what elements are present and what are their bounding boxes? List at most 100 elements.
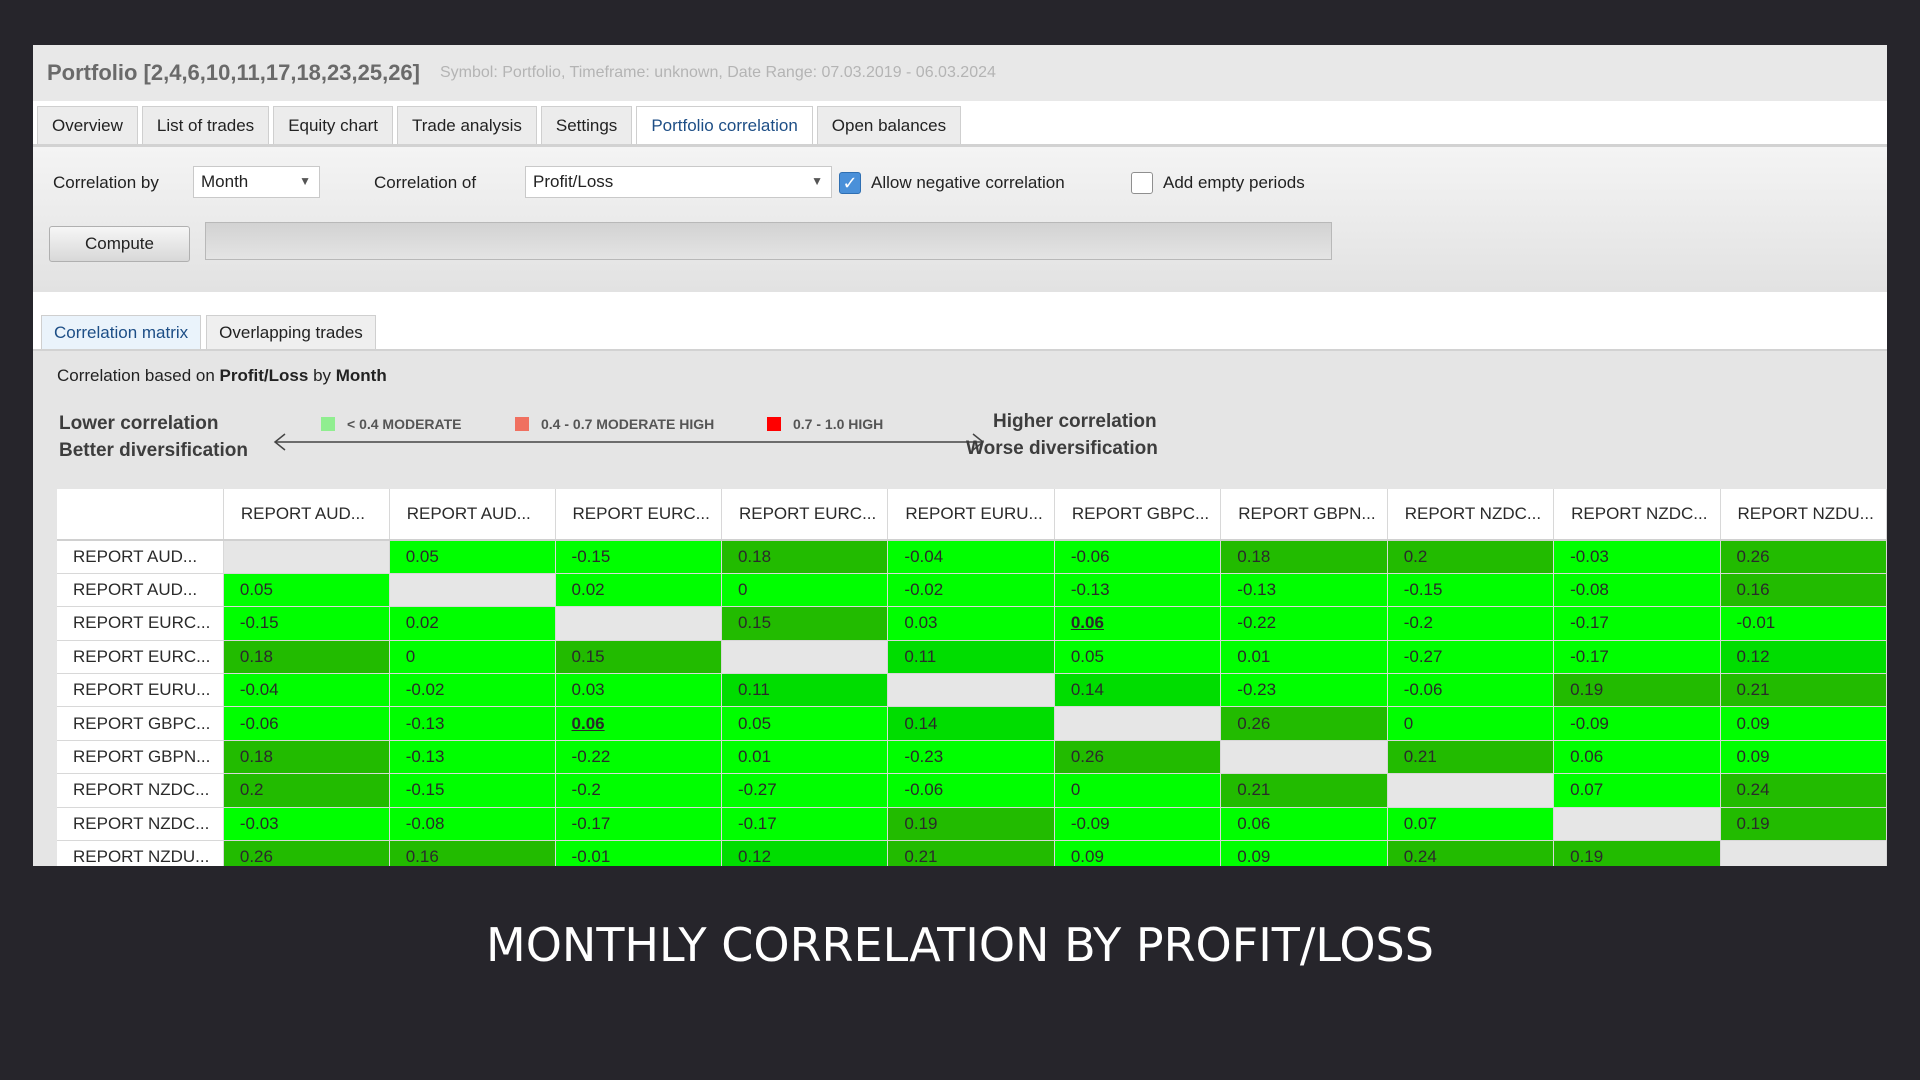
tab-portfolio-correlation[interactable]: Portfolio correlation [636, 106, 813, 144]
matrix-cell[interactable]: 0.18 [223, 640, 390, 675]
matrix-cell[interactable] [389, 573, 556, 608]
matrix-cell[interactable]: -0.09 [1553, 706, 1721, 741]
matrix-cell[interactable]: 0.05 [721, 706, 889, 741]
matrix-cell[interactable]: 0.18 [223, 740, 390, 775]
matrix-cell[interactable]: -0.06 [1387, 673, 1555, 708]
matrix-cell[interactable]: 0.09 [1054, 840, 1222, 866]
tab-equity-chart[interactable]: Equity chart [273, 106, 393, 144]
add-empty-periods-checkbox[interactable] [1131, 172, 1153, 194]
matrix-cell[interactable]: 0.11 [887, 640, 1055, 675]
matrix-cell[interactable]: 0.16 [389, 840, 556, 866]
matrix-cell[interactable]: 0.21 [1720, 673, 1887, 708]
matrix-cell[interactable]: -0.27 [721, 773, 889, 808]
tab-trade-analysis[interactable]: Trade analysis [396, 106, 537, 144]
matrix-cell[interactable]: 0.16 [1720, 573, 1887, 608]
matrix-cell[interactable]: -0.08 [389, 807, 556, 842]
matrix-cell[interactable]: 0.26 [1054, 740, 1222, 775]
matrix-cell[interactable]: 0 [1054, 773, 1222, 808]
matrix-cell[interactable]: 0.06 [1553, 740, 1721, 775]
matrix-cell[interactable]: 0.21 [1220, 773, 1388, 808]
matrix-cell[interactable] [1220, 740, 1388, 775]
matrix-cell[interactable]: -0.13 [389, 740, 556, 775]
column-header[interactable]: REPORT EURU... [887, 489, 1055, 541]
matrix-cell[interactable]: -0.17 [1553, 606, 1721, 641]
matrix-cell[interactable]: -0.13 [1054, 573, 1222, 608]
matrix-cell[interactable] [887, 673, 1055, 708]
matrix-cell[interactable]: 0.19 [887, 807, 1055, 842]
matrix-cell[interactable] [1553, 807, 1721, 842]
column-header[interactable]: REPORT GBPC... [1054, 489, 1222, 541]
matrix-cell[interactable]: -0.01 [555, 840, 722, 866]
matrix-cell[interactable]: 0.07 [1387, 807, 1555, 842]
matrix-cell[interactable]: 0.06 [1054, 606, 1222, 641]
matrix-cell[interactable] [1387, 773, 1555, 808]
matrix-cell[interactable]: 0.09 [1720, 706, 1887, 741]
matrix-cell[interactable]: 0.03 [887, 606, 1055, 641]
matrix-cell[interactable]: 0.01 [1220, 640, 1388, 675]
matrix-cell[interactable]: 0.21 [1387, 740, 1555, 775]
tab-overview[interactable]: Overview [37, 106, 138, 144]
correlation-of-select[interactable]: Profit/Loss ▼ [525, 166, 832, 198]
column-header[interactable]: REPORT GBPN... [1220, 489, 1388, 541]
matrix-cell[interactable]: 0.09 [1220, 840, 1388, 866]
matrix-cell[interactable]: -0.27 [1387, 640, 1555, 675]
matrix-cell[interactable]: -0.01 [1720, 606, 1887, 641]
matrix-cell[interactable]: -0.22 [1220, 606, 1388, 641]
matrix-cell[interactable]: -0.17 [1553, 640, 1721, 675]
matrix-cell[interactable]: 0.12 [721, 840, 889, 866]
matrix-cell[interactable]: -0.06 [887, 773, 1055, 808]
matrix-cell[interactable]: 0.02 [389, 606, 556, 641]
matrix-cell[interactable]: -0.04 [223, 673, 390, 708]
matrix-cell[interactable]: 0.01 [721, 740, 889, 775]
matrix-cell[interactable]: 0.19 [1720, 807, 1887, 842]
matrix-cell[interactable]: -0.13 [1220, 573, 1388, 608]
matrix-cell[interactable]: -0.06 [223, 706, 390, 741]
matrix-cell[interactable] [555, 606, 722, 641]
matrix-cell[interactable]: 0.26 [223, 840, 390, 866]
matrix-cell[interactable]: 0 [1387, 706, 1555, 741]
subtab-overlapping-trades[interactable]: Overlapping trades [206, 315, 376, 349]
add-empty-periods-label[interactable]: Add empty periods [1163, 173, 1305, 192]
matrix-cell[interactable] [721, 640, 889, 675]
compute-button[interactable]: Compute [49, 226, 190, 262]
allow-negative-label[interactable]: Allow negative correlation [871, 173, 1065, 192]
matrix-cell[interactable]: 0.26 [1220, 706, 1388, 741]
allow-negative-checkbox[interactable]: ✓ [839, 172, 861, 194]
tab-open-balances[interactable]: Open balances [816, 106, 962, 144]
matrix-cell[interactable]: -0.17 [555, 807, 722, 842]
correlation-by-select[interactable]: Month ▼ [193, 166, 320, 198]
matrix-cell[interactable]: 0.02 [555, 573, 722, 608]
matrix-cell[interactable]: -0.15 [1387, 573, 1555, 608]
matrix-cell[interactable]: 0.11 [721, 673, 889, 708]
column-header[interactable]: REPORT EURC... [721, 489, 889, 541]
matrix-cell[interactable]: -0.23 [1220, 673, 1388, 708]
matrix-cell[interactable]: 0.2 [1387, 540, 1555, 574]
matrix-cell[interactable]: 0.12 [1720, 640, 1887, 675]
matrix-cell[interactable]: 0.07 [1553, 773, 1721, 808]
matrix-cell[interactable]: -0.13 [389, 706, 556, 741]
column-header[interactable]: REPORT EURC... [555, 489, 722, 541]
column-header[interactable]: REPORT NZDU... [1720, 489, 1887, 541]
matrix-cell[interactable]: 0.21 [887, 840, 1055, 866]
matrix-cell[interactable]: -0.09 [1054, 807, 1222, 842]
matrix-cell[interactable]: -0.15 [223, 606, 390, 641]
matrix-cell[interactable]: -0.2 [555, 773, 722, 808]
subtab-correlation-matrix[interactable]: Correlation matrix [41, 315, 202, 349]
matrix-cell[interactable]: 0.19 [1553, 840, 1721, 866]
tab-settings[interactable]: Settings [540, 106, 633, 144]
matrix-cell[interactable]: -0.04 [887, 540, 1055, 574]
column-header[interactable]: REPORT AUD... [223, 489, 390, 541]
matrix-cell[interactable]: -0.15 [389, 773, 556, 808]
matrix-cell[interactable]: -0.15 [555, 540, 722, 574]
matrix-cell[interactable]: 0 [389, 640, 556, 675]
matrix-cell[interactable] [1054, 706, 1222, 741]
matrix-cell[interactable]: -0.22 [555, 740, 722, 775]
matrix-cell[interactable]: 0.09 [1720, 740, 1887, 775]
matrix-cell[interactable]: 0.15 [721, 606, 889, 641]
matrix-cell[interactable]: -0.02 [887, 573, 1055, 608]
matrix-cell[interactable]: 0.24 [1720, 773, 1887, 808]
column-header[interactable]: REPORT AUD... [389, 489, 556, 541]
column-header[interactable]: REPORT NZDC... [1387, 489, 1555, 541]
matrix-cell[interactable]: -0.06 [1054, 540, 1222, 574]
matrix-cell[interactable]: 0.26 [1720, 540, 1887, 574]
